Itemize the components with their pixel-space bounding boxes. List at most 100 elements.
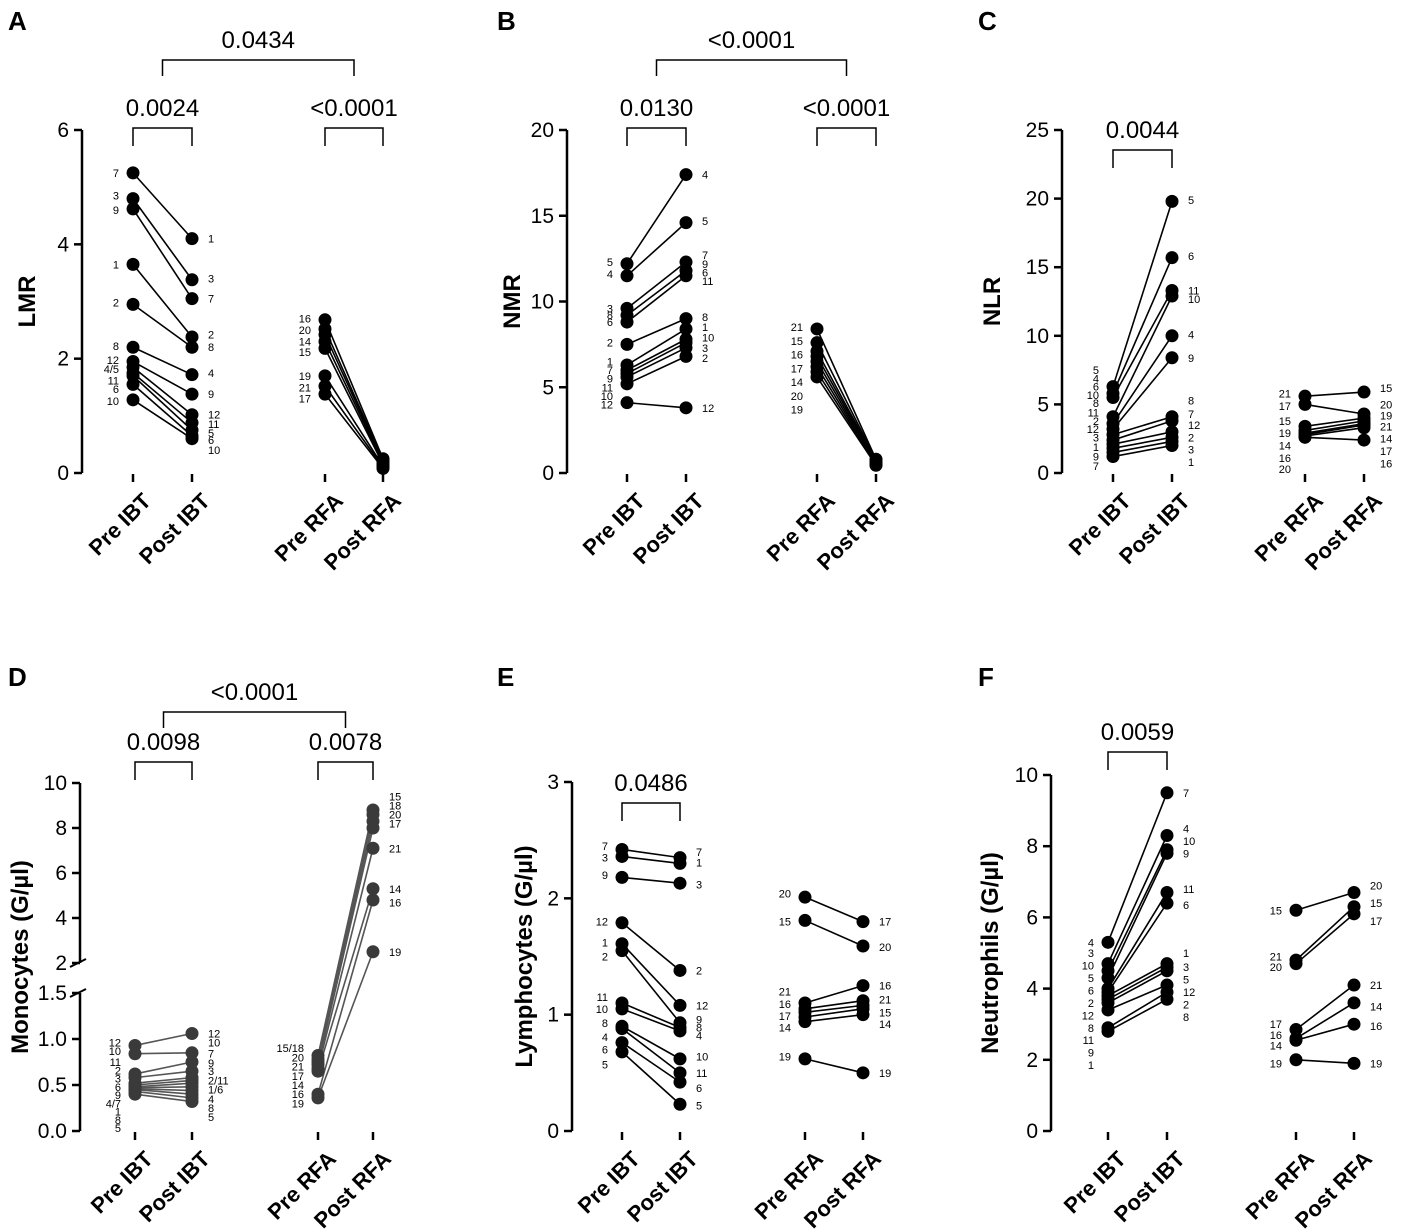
- patient-id-label: 7: [607, 365, 613, 377]
- patient-id-label: 16: [1279, 453, 1291, 465]
- patient-id-label: 9: [602, 870, 608, 882]
- patient-id-label: 8: [208, 1103, 214, 1115]
- data-point-post: [185, 1026, 199, 1040]
- patient-id-label: 9: [1088, 1048, 1094, 1060]
- data-point-pre: [620, 337, 634, 351]
- patient-id-label: 8: [1093, 398, 1099, 410]
- data-point-post: [185, 1055, 199, 1069]
- pair-line: [816, 342, 877, 461]
- data-point-pre: [1289, 1053, 1303, 1067]
- patient-id-label: 15: [1370, 898, 1382, 910]
- pair-line: [1107, 970, 1168, 1004]
- data-point-pre: [126, 340, 140, 354]
- pair-line: [1112, 440, 1173, 454]
- pair-line: [1112, 257, 1173, 394]
- y-tick-label: 0: [1037, 462, 1049, 485]
- patient-id-label: 17: [389, 819, 401, 831]
- pair-line: [134, 1093, 193, 1103]
- patient-id-label: 17: [1370, 916, 1382, 928]
- significance-bracket: [626, 127, 687, 146]
- data-point-post: [679, 269, 693, 283]
- data-point-post: [1347, 1056, 1361, 1070]
- patient-id-label: 4: [696, 1031, 702, 1043]
- data-point-pre: [1101, 1003, 1115, 1017]
- data-point-pre: [128, 1087, 142, 1101]
- y-axis-title: Lymphocytes (G/µl): [511, 845, 538, 1067]
- data-point-post: [673, 998, 687, 1012]
- patient-id-label: 14: [389, 884, 401, 896]
- significance-bracket: [132, 127, 193, 146]
- data-point-post: [679, 401, 693, 415]
- y-tick-label: 2: [1026, 1049, 1038, 1072]
- patient-id-label: 3: [208, 274, 214, 286]
- pair-line: [1107, 984, 1168, 1011]
- data-point-post: [1347, 885, 1361, 899]
- patient-id-label: 7: [1093, 461, 1099, 473]
- pair-line: [134, 1088, 193, 1095]
- pair-line: [804, 1008, 864, 1018]
- patient-id-label: 10: [109, 1046, 121, 1058]
- patient-id-label: 11: [110, 1057, 121, 1069]
- pair-line: [132, 375, 193, 431]
- pair-line: [626, 401, 687, 409]
- data-point-pre: [620, 396, 634, 410]
- patient-id-label: 15/18: [276, 1043, 304, 1055]
- p-value-label: 0.0098: [127, 729, 200, 756]
- patient-id-label: 17: [299, 394, 311, 406]
- patient-id-label: 6: [696, 1083, 702, 1095]
- pair-line: [621, 1008, 681, 1032]
- patient-id-label: 14: [1380, 434, 1392, 446]
- patient-id-label: 1: [602, 938, 608, 950]
- y-tick-label: 25: [1026, 119, 1049, 142]
- patient-id-label: 10: [107, 396, 119, 408]
- pair-line: [804, 1058, 864, 1074]
- patient-id-label: 14: [1279, 441, 1291, 453]
- pair-line: [132, 366, 193, 416]
- patient-id-label: 15: [779, 917, 791, 929]
- data-point-post: [679, 216, 693, 230]
- patient-id-label: 1: [115, 1107, 121, 1119]
- data-point-pre: [1106, 391, 1120, 405]
- patient-id-label: 3: [208, 1066, 214, 1078]
- data-point-post: [1347, 1017, 1361, 1031]
- y-tick-label: 8: [1026, 835, 1038, 858]
- pair-line: [1107, 849, 1168, 972]
- patient-id-label: 6: [1088, 985, 1094, 997]
- patient-id-label: 20: [779, 889, 791, 901]
- data-point-post: [673, 963, 687, 977]
- patient-id-label: 21: [1279, 388, 1291, 400]
- patient-id-label: 3: [1183, 962, 1189, 974]
- patient-id-label: 2: [1183, 1000, 1189, 1012]
- y-tick-label: 4: [1026, 978, 1038, 1001]
- y-tick-label: 4: [55, 907, 67, 930]
- patient-id-label: 19: [1380, 410, 1392, 422]
- data-point-pre: [615, 1002, 629, 1016]
- data-point-pre: [620, 257, 634, 271]
- patient-id-label: 12: [109, 1038, 121, 1050]
- data-point-post: [366, 841, 380, 855]
- patient-id-label: 9: [1188, 353, 1194, 365]
- pair-line: [626, 347, 687, 378]
- data-point-post: [1165, 251, 1179, 265]
- pair-line: [1107, 835, 1168, 965]
- y-tick-label: 1.0: [38, 1028, 67, 1051]
- data-point-pre: [128, 1047, 142, 1061]
- data-point-post: [1347, 996, 1361, 1010]
- pair-line: [324, 375, 384, 467]
- patient-id-label: 2: [1188, 432, 1194, 444]
- pair-line: [804, 896, 864, 923]
- patient-id-label: 4/5: [104, 364, 119, 376]
- data-point-post: [1160, 829, 1174, 843]
- patient-id-label: 17: [1279, 401, 1291, 413]
- patient-id-label: 1/6: [208, 1085, 223, 1097]
- patient-id-label: 9: [607, 374, 613, 386]
- data-point-pre: [126, 297, 140, 311]
- data-point-pre: [1106, 450, 1120, 464]
- data-point-post: [1347, 907, 1361, 921]
- patient-id-label: 4/7: [106, 1098, 121, 1110]
- significance-bracket: [134, 761, 193, 780]
- panel-letter: F: [978, 662, 994, 692]
- patient-id-label: 4: [1093, 373, 1099, 385]
- y-tick-label: 0: [57, 462, 69, 485]
